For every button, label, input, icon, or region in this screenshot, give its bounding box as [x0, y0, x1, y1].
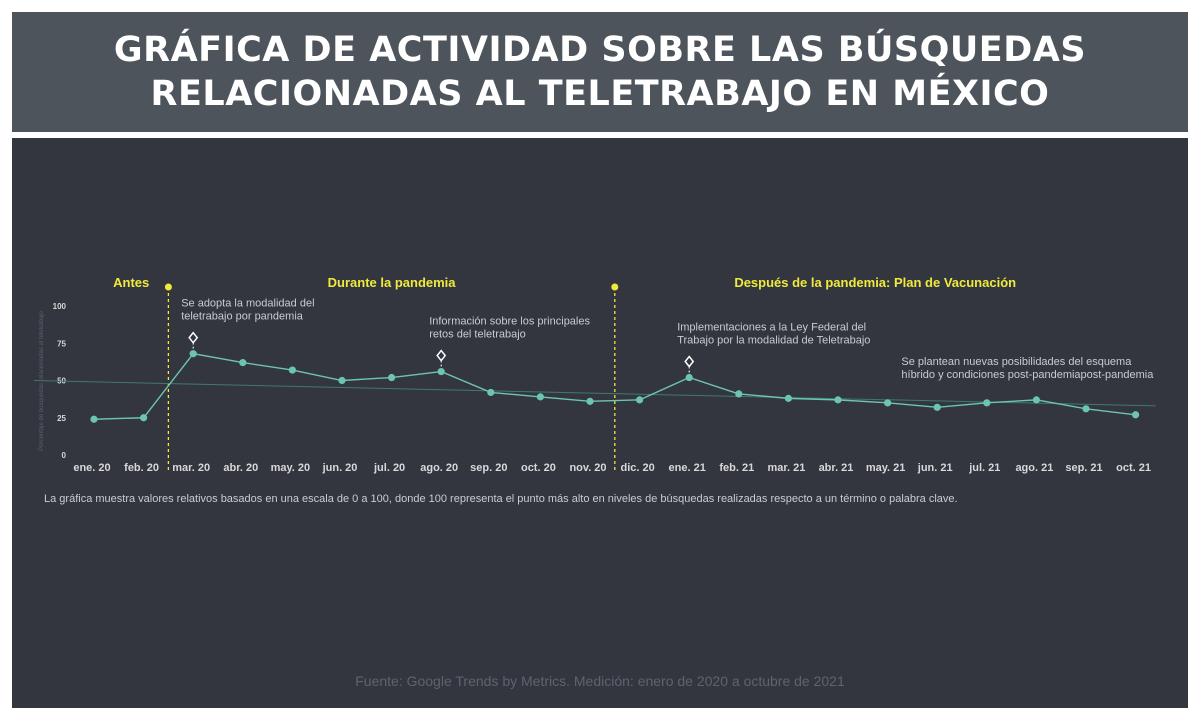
- x-tick-label: ene. 21: [669, 462, 706, 474]
- x-tick-label: sep. 21: [1065, 462, 1102, 474]
- x-tick-label: mar. 21: [767, 462, 805, 474]
- x-tick-label: ago. 21: [1015, 462, 1053, 474]
- x-tick-label: mar. 20: [172, 462, 210, 474]
- data-point: [140, 414, 148, 422]
- x-tick-label: sep. 20: [470, 462, 507, 474]
- source-caption: Fuente: Google Trends by Metrics. Medici…: [355, 673, 845, 689]
- y-tick-label: 0: [62, 451, 67, 460]
- period-label: Antes: [113, 275, 149, 290]
- data-point: [338, 376, 346, 385]
- y-tick-label: 75: [57, 339, 66, 348]
- period-divider-dot: [164, 283, 172, 291]
- trend-line: [33, 380, 1156, 407]
- data-point: [784, 394, 793, 402]
- annotation-text: Información sobre los principales: [429, 316, 590, 328]
- data-point: [189, 350, 197, 358]
- data-point: [536, 393, 545, 401]
- annotation-diamond-icon: [436, 349, 447, 362]
- x-tick-label: feb. 21: [719, 462, 754, 474]
- title-line-1: GRÁFICA DE ACTIVIDAD SOBRE LAS BÚSQUEDAS: [113, 30, 1087, 70]
- data-point: [288, 366, 296, 374]
- annotation-text: Se plantean nuevas posibilidades del esq…: [901, 356, 1132, 368]
- series-line: [93, 352, 1136, 420]
- x-tick-label: may. 20: [271, 462, 311, 474]
- chart-panel: Antes Durante la pandemia Después de la pa…: [12, 138, 1188, 708]
- annotation-text: Implementaciones a la Ley Federal del: [677, 322, 866, 334]
- data-point: [735, 390, 743, 398]
- x-tick-label: jul. 20: [373, 462, 405, 474]
- data-point: [636, 396, 644, 404]
- y-tick-label: 100: [53, 302, 67, 311]
- trend-line-group: [33, 380, 1156, 407]
- annotation-text: teletrabajo por pandemia: [181, 311, 304, 323]
- period-dividers: [164, 283, 619, 470]
- x-tick-label: ago. 20: [420, 462, 458, 474]
- title-line-2: RELACIONADAS AL TELETRABAJO EN MÉXICO: [150, 74, 1050, 114]
- x-tick-label: abr. 21: [819, 462, 854, 474]
- x-tick-label: nov. 20: [569, 462, 606, 474]
- y-tick-label: 25: [57, 414, 66, 423]
- annotation-text: retos del teletrabajo: [429, 329, 526, 341]
- annotation-diamond-icon: [684, 355, 695, 368]
- period-divider-dot: [611, 283, 619, 291]
- x-tick-label: jun. 21: [917, 462, 953, 474]
- title-banner: GRÁFICA DE ACTIVIDAD SOBRE LAS BÚSQUEDAS…: [12, 12, 1188, 132]
- annotation-text: Se adopta la modalidad del: [181, 298, 314, 310]
- data-point: [1132, 411, 1140, 419]
- data-point: [983, 399, 991, 407]
- data-point: [1082, 405, 1090, 413]
- page-title: GRÁFICA DE ACTIVIDAD SOBRE LAS BÚSQUEDAS…: [114, 28, 1086, 116]
- x-tick-label: abr. 20: [223, 462, 258, 474]
- data-point: [90, 415, 98, 423]
- data-point: [1032, 396, 1040, 404]
- period-label: Durante la pandemia: [328, 275, 457, 290]
- data-point: [437, 367, 445, 376]
- x-tick-label: jul. 21: [968, 462, 1000, 474]
- data-point: [586, 397, 594, 405]
- data-point: [834, 396, 842, 404]
- series-group: [90, 350, 1140, 423]
- data-point: [239, 359, 247, 367]
- x-tick-label: dic. 20: [620, 462, 654, 474]
- annotation-text: Trabajo por la modalidad de Teletrabajo: [677, 335, 870, 347]
- annotation-diamond-icon: [188, 331, 199, 344]
- x-tick-label: feb. 20: [124, 462, 159, 474]
- data-point: [487, 388, 495, 397]
- period-label: Después de la pandemia: Plan de Vacunaci…: [734, 275, 1016, 290]
- period-labels: Antes Durante la pandemia Después de la pa…: [113, 275, 1016, 290]
- x-tick-label: oct. 20: [521, 462, 556, 474]
- x-tick-label: ene. 20: [73, 462, 110, 474]
- data-point: [884, 399, 892, 407]
- chart-note: La gráfica muestra valores relativos bas…: [44, 493, 958, 505]
- x-axis: ene. 20 feb. 20 mar. 20 abr. 20 may. 20 jun. …: [73, 462, 1151, 474]
- x-tick-label: oct. 21: [1116, 462, 1151, 474]
- line-chart: Antes Durante la pandemia Después de la pa…: [33, 275, 1156, 474]
- data-point: [388, 373, 396, 382]
- annotation-text: híbrido y condiciones post-pandemiapost-…: [901, 369, 1154, 381]
- data-point: [933, 403, 941, 411]
- x-tick-label: jun. 20: [322, 462, 358, 474]
- x-tick-label: may. 21: [866, 462, 906, 474]
- data-point: [685, 373, 693, 382]
